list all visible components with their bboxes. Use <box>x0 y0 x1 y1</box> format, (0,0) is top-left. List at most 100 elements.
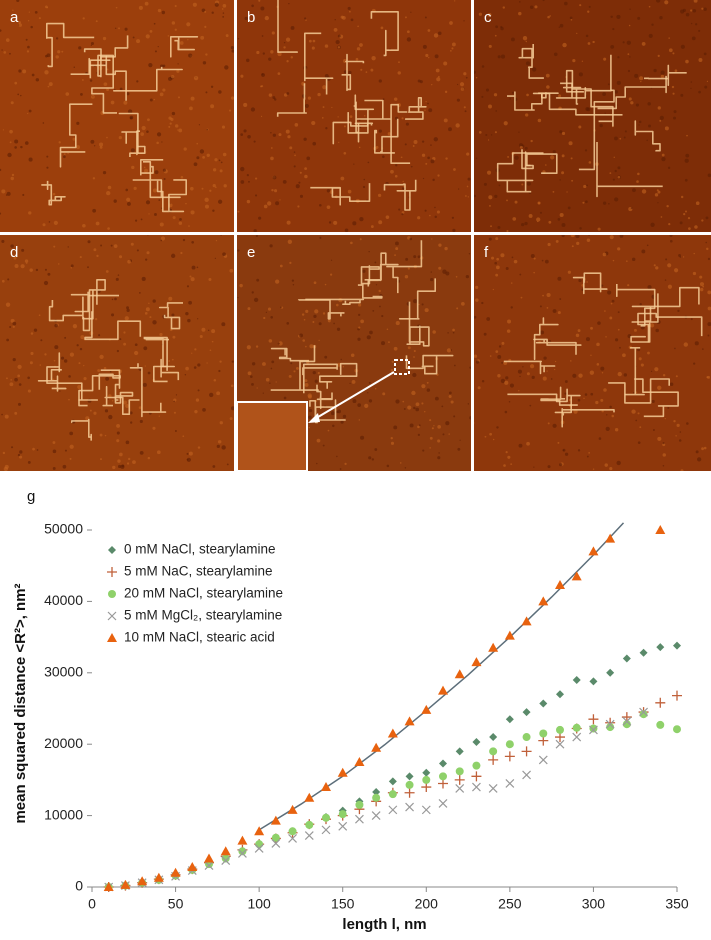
texture-dot <box>191 240 194 244</box>
texture-dot <box>418 303 420 306</box>
strand <box>540 386 578 406</box>
texture-dot <box>699 275 703 279</box>
texture-dot <box>481 301 484 305</box>
texture-dot <box>622 353 626 358</box>
point <box>504 751 515 762</box>
texture-dot <box>305 19 307 21</box>
texture-dot <box>474 354 478 358</box>
texture-dot <box>677 309 680 313</box>
texture-dot <box>177 63 179 65</box>
texture-dot <box>511 256 514 259</box>
texture-dot <box>437 425 441 429</box>
texture-dot <box>495 350 499 353</box>
texture-dot <box>199 149 205 154</box>
texture-dot <box>395 247 399 251</box>
texture-dot <box>152 426 156 430</box>
texture-dot <box>176 69 180 73</box>
texture-dot <box>359 238 362 241</box>
texture-dot <box>270 315 273 319</box>
texture-dot <box>325 127 328 130</box>
texture-dot <box>175 394 178 396</box>
point <box>387 728 398 738</box>
texture-dot <box>330 411 335 416</box>
texture-dot <box>577 398 581 402</box>
texture-dot <box>487 139 490 141</box>
texture-dot <box>422 44 427 49</box>
texture-dot <box>17 364 22 369</box>
texture-dot <box>180 251 183 255</box>
texture-dot <box>260 85 264 88</box>
texture-dot <box>481 65 485 68</box>
texture-dot <box>358 419 361 421</box>
strand <box>129 363 167 418</box>
texture-dot <box>451 47 454 50</box>
texture-dot <box>279 199 281 201</box>
texture-dot <box>158 199 161 202</box>
texture-dot <box>61 50 64 53</box>
strand <box>561 408 615 428</box>
y-tick-label: 50000 <box>44 521 83 537</box>
texture-dot <box>619 346 621 349</box>
texture-dot <box>478 12 483 16</box>
texture-dot <box>463 106 466 109</box>
texture-dot <box>506 199 508 202</box>
texture-dot <box>510 282 513 284</box>
texture-dot <box>425 162 428 165</box>
texture-dot <box>324 355 328 359</box>
texture-dot <box>666 204 669 208</box>
texture-dot <box>250 107 256 112</box>
texture-dot <box>147 118 150 122</box>
texture-dot <box>308 39 312 43</box>
texture-dot <box>231 49 234 53</box>
texture-dot <box>251 4 254 8</box>
texture-dot <box>673 110 677 114</box>
texture-dot <box>171 21 176 25</box>
texture-dot <box>616 80 621 85</box>
texture-dot <box>522 36 528 41</box>
texture-dot <box>246 199 251 204</box>
texture-dot <box>567 270 571 274</box>
texture-dot <box>525 113 529 117</box>
texture-dot <box>438 31 442 36</box>
texture-dot <box>90 139 95 144</box>
texture-dot <box>4 464 9 469</box>
arrow <box>312 371 395 421</box>
texture-dot <box>424 308 429 313</box>
texture-dot <box>168 360 171 362</box>
strand <box>341 53 365 92</box>
point <box>655 525 666 534</box>
texture-dot <box>363 178 366 181</box>
texture-dot <box>362 269 366 273</box>
texture-dot <box>589 370 595 375</box>
texture-dot <box>190 277 195 282</box>
texture-dot <box>421 303 424 306</box>
texture-dot <box>520 296 523 299</box>
texture-dot <box>498 184 501 187</box>
texture-dot <box>237 38 240 40</box>
texture-dot <box>202 61 207 65</box>
texture-dot <box>641 42 646 46</box>
texture-dot <box>292 284 295 286</box>
texture-dot <box>684 178 688 182</box>
texture-dot <box>707 375 711 379</box>
texture-dot <box>103 63 106 65</box>
texture-dot <box>25 262 28 264</box>
texture-dot <box>248 180 250 183</box>
texture-dot <box>395 399 400 404</box>
texture-dot <box>272 96 276 100</box>
texture-dot <box>669 235 673 237</box>
texture-dot <box>637 412 640 415</box>
texture-dot <box>205 53 208 56</box>
texture-dot <box>265 377 270 382</box>
texture-dot <box>564 1 568 6</box>
strand <box>597 75 667 110</box>
texture-dot <box>81 79 84 81</box>
texture-dot <box>495 237 499 241</box>
point <box>237 835 248 845</box>
texture-dot <box>209 349 212 352</box>
texture-dot <box>614 90 618 94</box>
texture-dot <box>688 227 691 230</box>
texture-dot <box>87 240 91 244</box>
texture-dot <box>118 136 122 140</box>
texture-dot <box>230 46 234 50</box>
